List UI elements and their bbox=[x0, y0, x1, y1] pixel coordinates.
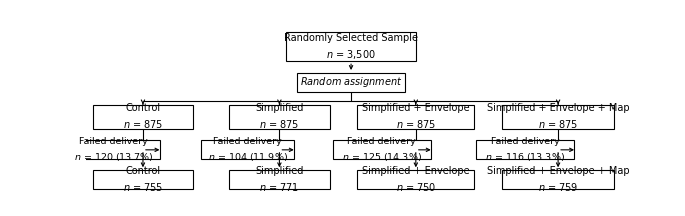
Text: Simplified
$n$ = 771: Simplified $n$ = 771 bbox=[256, 166, 303, 193]
Text: Control
$n$ = 755: Control $n$ = 755 bbox=[123, 166, 163, 193]
FancyBboxPatch shape bbox=[333, 140, 431, 159]
Text: Control
$n$ = 875: Control $n$ = 875 bbox=[123, 103, 163, 130]
FancyBboxPatch shape bbox=[358, 170, 474, 189]
FancyBboxPatch shape bbox=[92, 170, 193, 189]
FancyBboxPatch shape bbox=[92, 105, 193, 129]
FancyBboxPatch shape bbox=[297, 73, 406, 92]
FancyBboxPatch shape bbox=[229, 105, 329, 129]
Text: Simplified + Envelope + Map
$n$ = 759: Simplified + Envelope + Map $n$ = 759 bbox=[487, 166, 630, 193]
Text: $Random\ assignment$: $Random\ assignment$ bbox=[299, 75, 403, 89]
FancyBboxPatch shape bbox=[502, 170, 614, 189]
Text: Simplified + Envelope
$n$ = 750: Simplified + Envelope $n$ = 750 bbox=[362, 166, 470, 193]
FancyBboxPatch shape bbox=[358, 105, 474, 129]
Text: Failed delivery
$n$ = 120 (13.7%): Failed delivery $n$ = 120 (13.7%) bbox=[73, 137, 153, 163]
Text: Simplified + Envelope + Map
$n$ = 875: Simplified + Envelope + Map $n$ = 875 bbox=[487, 103, 630, 130]
FancyBboxPatch shape bbox=[66, 140, 160, 159]
FancyBboxPatch shape bbox=[502, 105, 614, 129]
Text: Simplified + Envelope
$n$ = 875: Simplified + Envelope $n$ = 875 bbox=[362, 103, 470, 130]
Text: Randomly Selected Sample
$n$ = 3,500: Randomly Selected Sample $n$ = 3,500 bbox=[284, 33, 418, 61]
FancyBboxPatch shape bbox=[286, 32, 416, 61]
Text: Failed delivery
$n$ = 104 (11.9%): Failed delivery $n$ = 104 (11.9%) bbox=[208, 137, 288, 163]
FancyBboxPatch shape bbox=[201, 140, 294, 159]
Text: Failed delivery
$n$ = 116 (13.3%): Failed delivery $n$ = 116 (13.3%) bbox=[485, 137, 565, 163]
FancyBboxPatch shape bbox=[229, 170, 329, 189]
Text: Failed delivery
$n$ = 125 (14.3%): Failed delivery $n$ = 125 (14.3%) bbox=[342, 137, 422, 163]
FancyBboxPatch shape bbox=[476, 140, 574, 159]
Text: Simplified
$n$ = 875: Simplified $n$ = 875 bbox=[256, 103, 303, 130]
